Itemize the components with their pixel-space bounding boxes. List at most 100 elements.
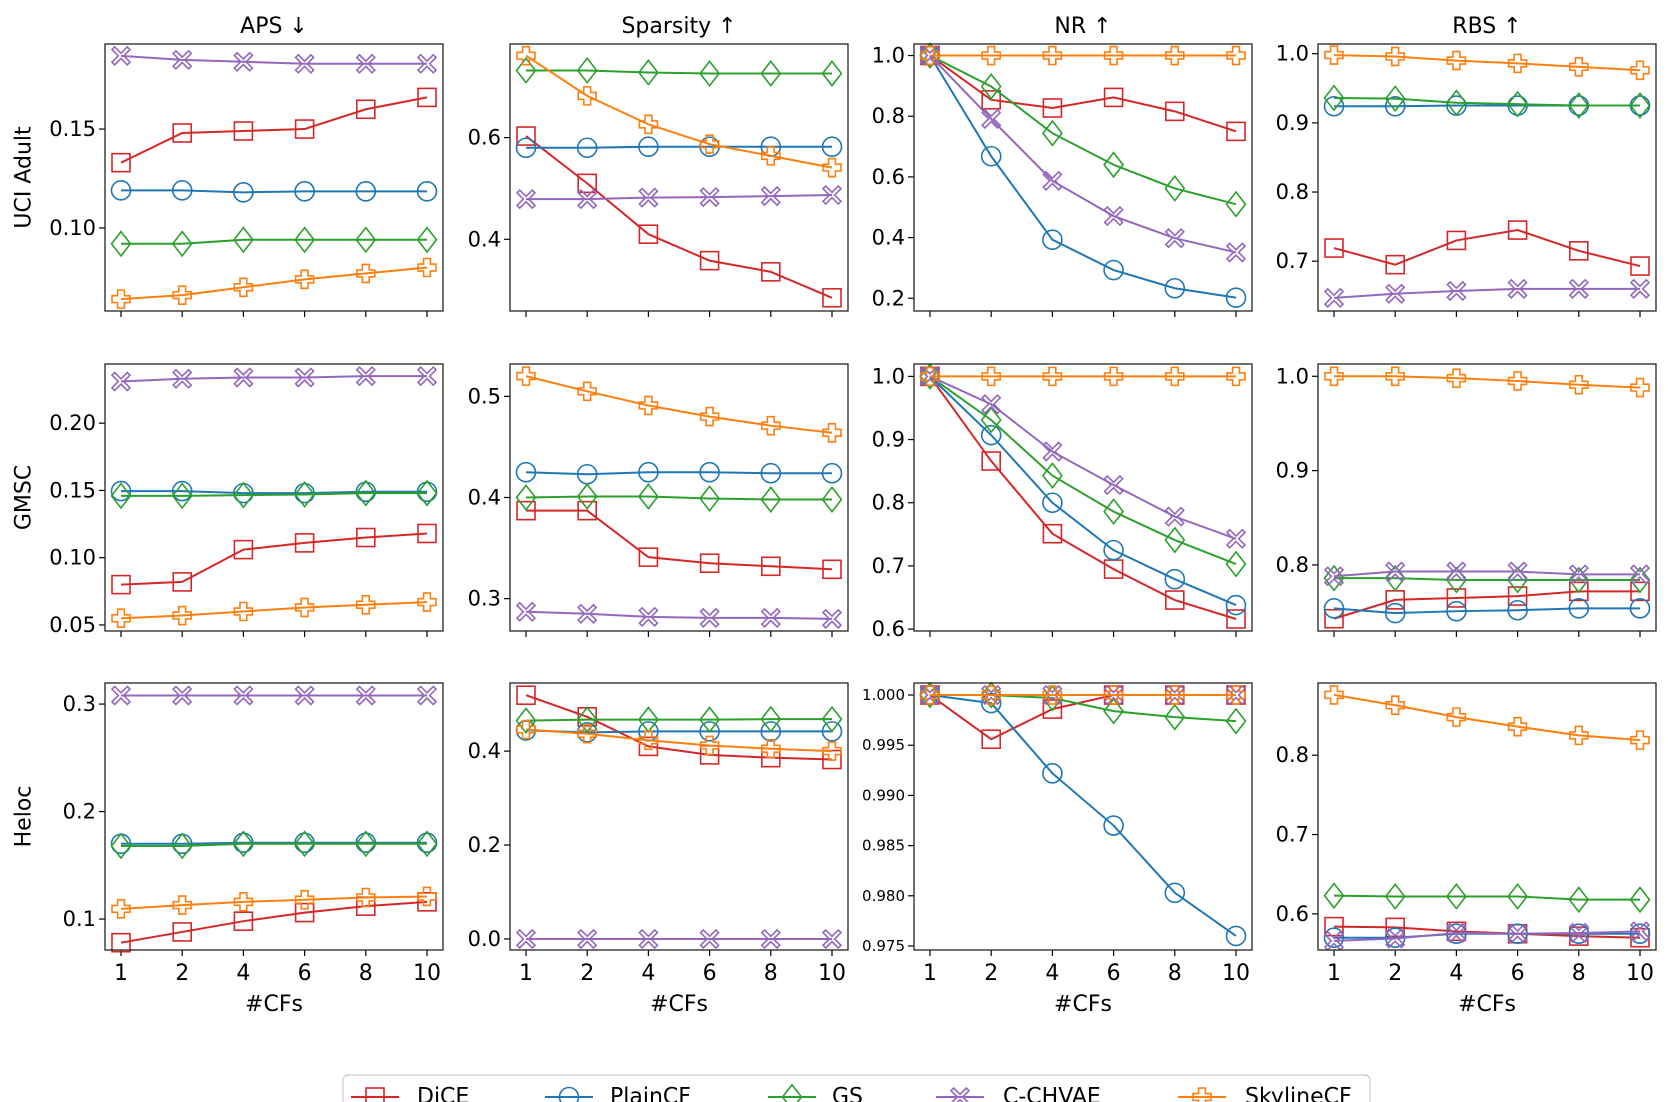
legend-item: SkylineCF: [1178, 1085, 1352, 1102]
marker-square: [1226, 121, 1246, 142]
plot-frame: [104, 363, 444, 632]
marker-plus: [981, 45, 1002, 66]
marker-plus: [1507, 53, 1528, 74]
series-line: [525, 495, 832, 501]
marker-square: [822, 559, 842, 580]
marker-x: [294, 685, 315, 706]
series-line: [929, 54, 1237, 254]
marker-square: [638, 547, 659, 567]
x-tick-label: 6: [1511, 961, 1525, 986]
marker-x: [110, 371, 132, 392]
marker-plus: [1103, 366, 1124, 387]
marker-x: [981, 108, 1002, 130]
series-line: [1333, 54, 1641, 72]
series-skylinecf: [1324, 45, 1650, 81]
x-tick-label: 8: [764, 961, 778, 986]
legend-item: DiCE: [351, 1085, 469, 1102]
marker-diamond: [576, 483, 598, 510]
marker-square: [1630, 581, 1650, 602]
series-skylinecf: [111, 257, 437, 309]
marker-circle: [1042, 492, 1063, 514]
marker-square: [111, 932, 131, 953]
marker-diamond: [232, 830, 254, 858]
series-c-chvae: [110, 365, 438, 392]
series-line: [1333, 590, 1640, 620]
y-tick-label: 0.980: [862, 887, 905, 905]
plot-frame: [509, 43, 849, 312]
marker-circle: [576, 137, 598, 159]
series-line: [120, 895, 428, 910]
marker-square: [981, 729, 1002, 750]
marker-plus: [577, 381, 598, 402]
marker-diamond: [515, 484, 537, 511]
marker-diamond: [1103, 498, 1125, 526]
marker-square: [1507, 586, 1528, 606]
marker-plus: [417, 592, 437, 612]
marker-circle: [294, 482, 315, 504]
series-plaincf: [110, 180, 438, 203]
column-title: APS ↓: [240, 14, 308, 39]
series-line: [120, 601, 428, 620]
series-line: [525, 135, 833, 299]
marker-square: [1042, 98, 1063, 118]
marker-diamond: [1164, 174, 1186, 202]
marker-plus: [1324, 685, 1344, 705]
row-label: GMSC: [12, 465, 37, 530]
marker-plus: [760, 415, 781, 436]
marker-plus: [760, 738, 781, 759]
x-tick-label: 6: [703, 961, 717, 986]
marker-x: [515, 188, 537, 210]
marker-x: [294, 367, 315, 388]
marker-x: [515, 928, 537, 950]
series-line: [930, 694, 1237, 723]
marker-circle: [699, 461, 720, 483]
marker-x: [577, 188, 598, 210]
marker-plus: [1165, 45, 1185, 66]
y-tick-label: 0.6: [1276, 902, 1309, 926]
marker-diamond: [416, 226, 438, 254]
marker-x: [981, 394, 1002, 415]
marker-diamond: [294, 830, 316, 858]
y-tick-label: 0.05: [49, 613, 96, 637]
series-line: [525, 694, 833, 761]
marker-diamond: [232, 481, 254, 509]
series-line: [1333, 287, 1640, 299]
marker-diamond: [171, 832, 193, 860]
marker-x: [515, 601, 537, 622]
series-c-chvae: [1323, 561, 1651, 587]
marker-circle: [821, 721, 843, 742]
series-dice: [516, 685, 842, 770]
x-tick-label: 10: [818, 961, 846, 986]
series-plaincf: [515, 461, 843, 485]
marker-x: [760, 928, 781, 950]
marker-diamond: [1568, 92, 1590, 120]
series-line: [120, 96, 428, 164]
legend-box: [342, 1074, 1371, 1102]
marker-square: [1446, 230, 1467, 251]
marker-plus: [1385, 695, 1405, 716]
marker-plus: [111, 289, 131, 309]
marker-circle: [1323, 927, 1345, 949]
y-tick-label: 1.0: [872, 364, 905, 388]
marker-square: [577, 173, 598, 194]
marker-x: [416, 53, 438, 74]
marker-diamond: [576, 56, 598, 84]
panel: 0.7 0.8 0.9 1.0: [1276, 42, 1657, 317]
marker-circle: [1225, 287, 1247, 308]
y-tick-label: 0.3: [468, 587, 501, 611]
marker-x: [1446, 280, 1467, 302]
panel: 0.0 0.2 0.4 1 2 4 6 8 10 #CFs: [468, 682, 849, 1017]
marker-circle: [1103, 815, 1124, 836]
marker-plus: [1192, 1087, 1212, 1102]
marker-circle: [515, 137, 537, 159]
marker-x: [1103, 205, 1124, 227]
marker-x: [1164, 684, 1185, 706]
y-tick-label: 0.7: [872, 554, 905, 578]
y-tick-label: 0.4: [468, 486, 501, 510]
marker-circle: [1629, 598, 1651, 619]
marker-diamond: [110, 482, 132, 510]
panel: 0.05 0.10 0.15 0.20: [49, 363, 444, 637]
marker-circle: [980, 424, 1002, 446]
marker-x: [699, 928, 720, 950]
